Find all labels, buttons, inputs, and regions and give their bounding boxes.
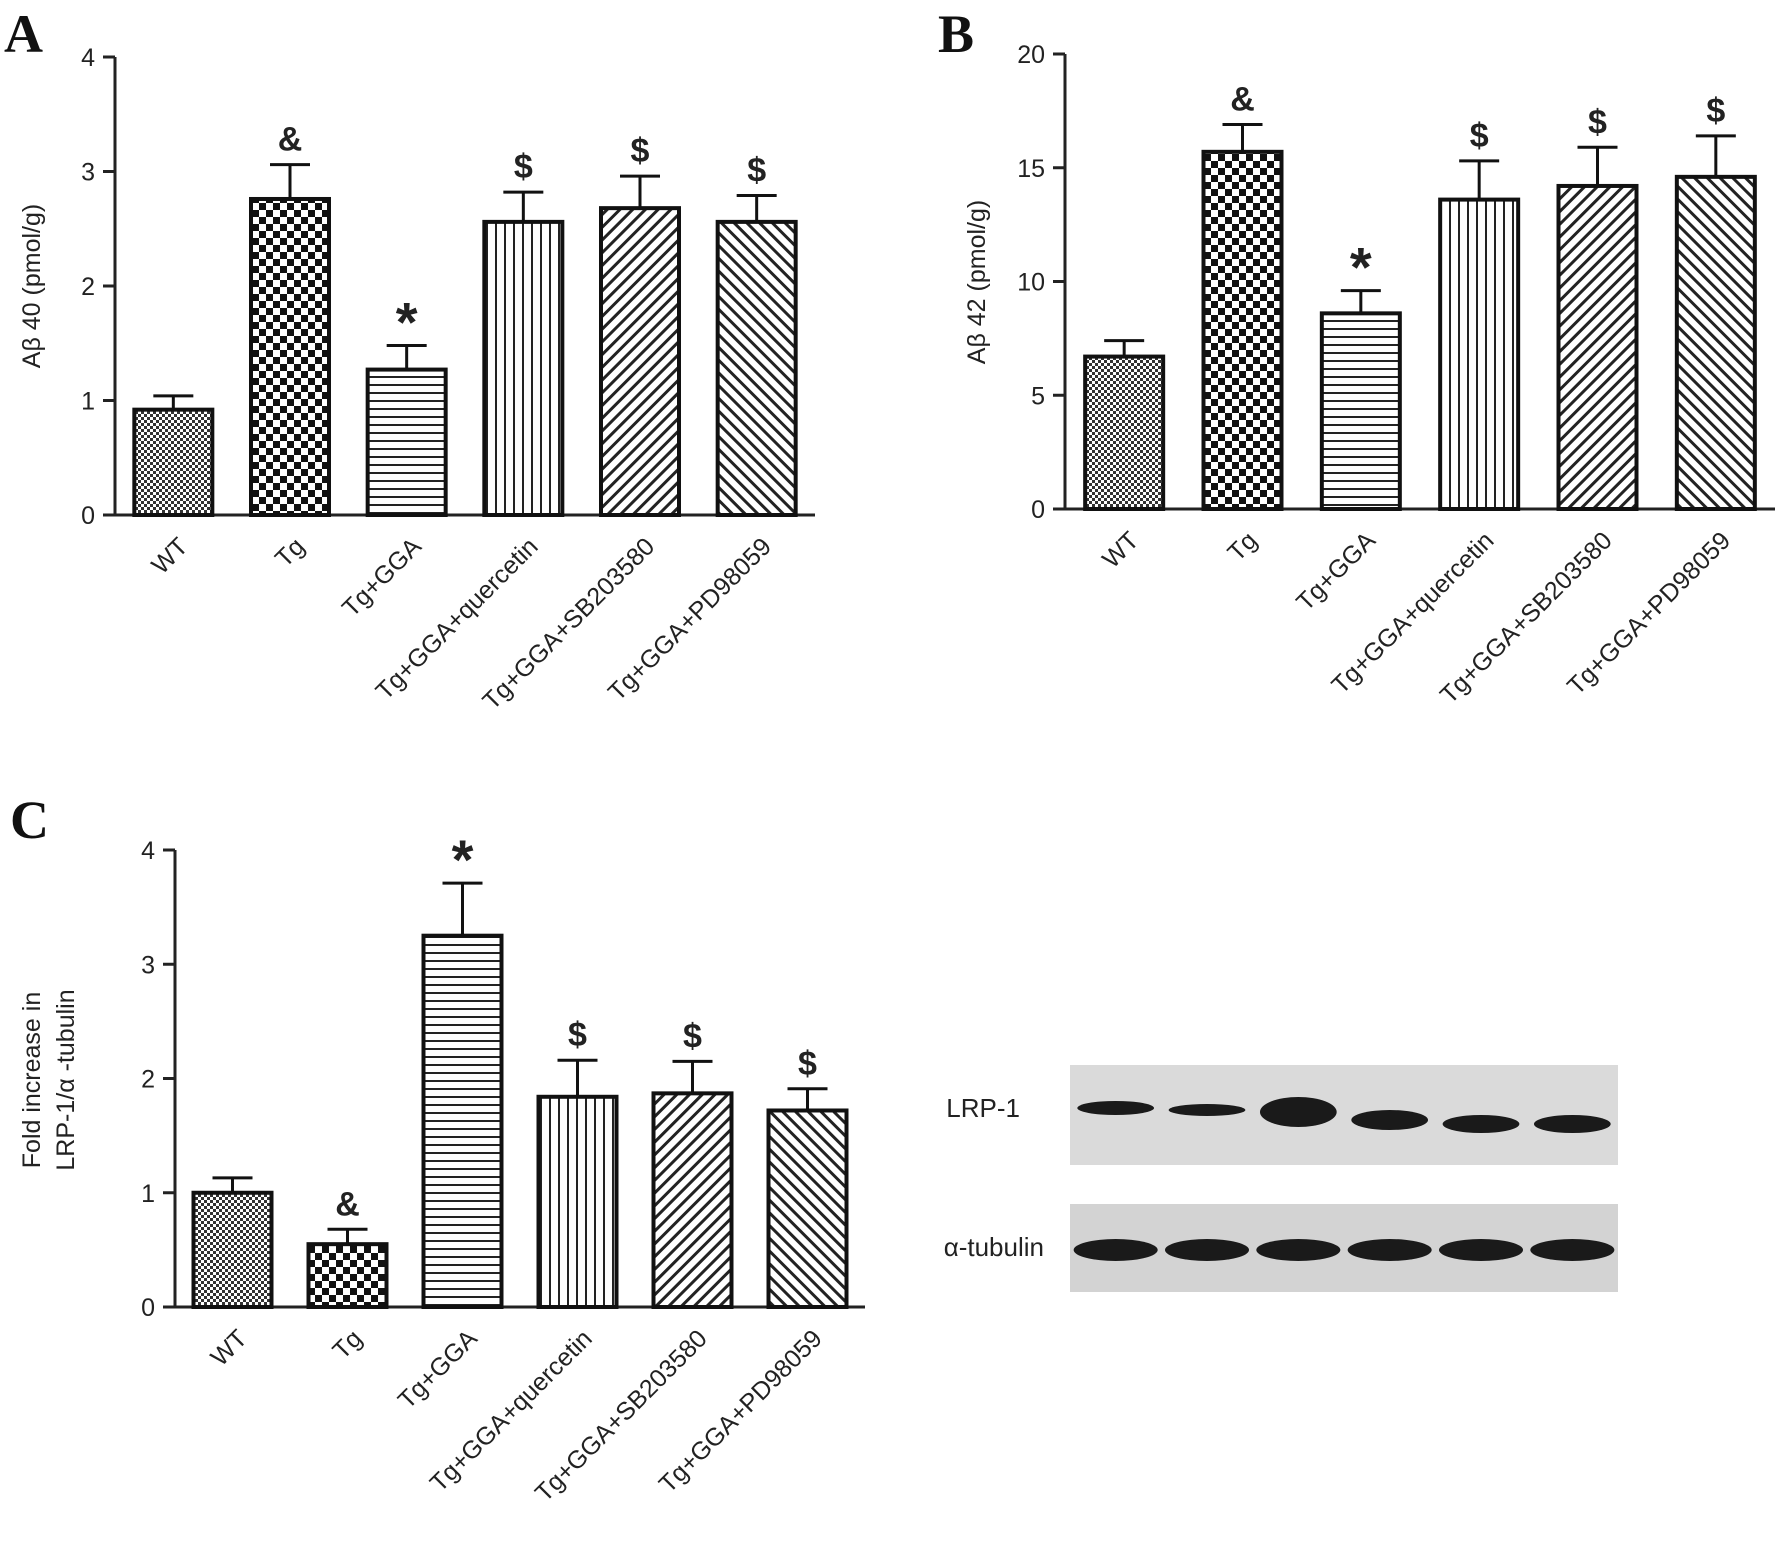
y-tick-label: 5 — [1031, 382, 1045, 410]
x-tick-label: Tg — [327, 1324, 367, 1364]
significance-marker: & — [278, 121, 303, 159]
y-tick-label: 0 — [81, 502, 95, 530]
bar — [651, 1091, 734, 1310]
blot-band-lrp1 — [1168, 1104, 1246, 1116]
western-blot: LRP-1 α-tubulin — [944, 1065, 1618, 1292]
blot-label-lrp1: LRP-1 — [946, 1093, 1020, 1123]
y-tick-label: 4 — [141, 837, 155, 865]
y-tick-label: 2 — [141, 1066, 155, 1094]
panel-letter-c: C — [10, 790, 49, 850]
y-tick-label: 0 — [1031, 496, 1045, 524]
y-tick-label: 20 — [1017, 41, 1045, 69]
panel-letter-b: B — [938, 4, 974, 64]
blot-band-lrp1 — [1533, 1115, 1611, 1133]
bar — [191, 1190, 274, 1309]
bar — [599, 206, 681, 517]
bar — [482, 219, 565, 517]
bar — [1674, 174, 1757, 511]
bar — [1556, 183, 1639, 511]
x-tick-label: Tg+GGA — [393, 1324, 483, 1414]
y-tick-label: 4 — [81, 44, 95, 72]
blot-strip-tubulin — [1070, 1204, 1618, 1292]
significance-marker: $ — [1588, 103, 1607, 141]
blot-strip-lrp1 — [1070, 1065, 1618, 1165]
significance-marker: $ — [568, 1016, 587, 1054]
y-axis-title: Aβ 40 (pmol/g) — [18, 204, 46, 368]
x-tick-label: Tg+GGA — [337, 532, 427, 622]
panel-letter-a: A — [4, 4, 43, 64]
bar — [365, 367, 448, 517]
blot-band-tubulin — [1530, 1239, 1615, 1261]
bar — [536, 1094, 619, 1310]
bar — [132, 407, 215, 517]
y-tick-label: 3 — [81, 159, 95, 187]
bar — [1201, 149, 1284, 511]
significance-marker: $ — [631, 132, 650, 170]
significance-marker: $ — [683, 1017, 702, 1055]
significance-marker: $ — [514, 148, 533, 186]
blot-bands — [1073, 1097, 1615, 1261]
bar — [421, 933, 504, 1309]
significance-marker: $ — [798, 1045, 817, 1083]
significance-marker: * — [452, 828, 474, 891]
y-tick-label: 1 — [141, 1180, 155, 1208]
y-axis-title: Fold increase in — [18, 992, 46, 1168]
significance-marker: $ — [1706, 92, 1725, 130]
y-axis-title: LRP-1/α -tubulin — [52, 989, 80, 1170]
y-tick-label: 0 — [141, 1294, 155, 1322]
significance-marker: & — [335, 1185, 360, 1223]
y-tick-label: 2 — [81, 273, 95, 301]
y-tick-label: 10 — [1017, 269, 1045, 297]
bar — [715, 219, 798, 517]
chart-panel-c: 0 1 2 3 4 Fold increase in LRP-1/α -tubulin WT &… — [18, 828, 865, 1507]
significance-marker: * — [1350, 236, 1372, 299]
x-tick-label: WT — [146, 532, 193, 579]
blot-band-lrp1 — [1442, 1115, 1520, 1133]
blot-band-lrp1 — [1351, 1110, 1429, 1130]
significance-marker: $ — [747, 152, 766, 190]
x-tick-label: Tg — [1222, 526, 1262, 566]
x-tick-label: WT — [1097, 526, 1144, 573]
x-tick-label: WT — [205, 1324, 252, 1371]
bar — [249, 196, 331, 517]
significance-marker: * — [396, 291, 418, 354]
blot-band-tubulin — [1347, 1239, 1432, 1261]
significance-marker: $ — [1470, 117, 1489, 155]
significance-marker: & — [1230, 81, 1255, 119]
bar — [1319, 311, 1402, 511]
bar — [766, 1108, 849, 1309]
blot-label-tubulin: α-tubulin — [944, 1232, 1044, 1262]
bar — [1083, 354, 1166, 512]
y-tick-label: 3 — [141, 951, 155, 979]
x-tick-label: Tg+GGA — [1291, 526, 1381, 616]
x-tick-label: Tg — [270, 532, 310, 572]
blot-band-tubulin — [1256, 1239, 1341, 1261]
y-tick-label: 15 — [1017, 155, 1045, 183]
blot-band-lrp1 — [1259, 1097, 1337, 1127]
blot-band-tubulin — [1438, 1239, 1524, 1261]
bar — [1438, 197, 1521, 511]
y-axis-title: Aβ 42 (pmol/g) — [963, 200, 991, 364]
blot-band-tubulin — [1073, 1239, 1158, 1261]
bar — [306, 1242, 389, 1309]
blot-band-tubulin — [1164, 1239, 1250, 1261]
y-tick-label: 1 — [81, 388, 95, 416]
blot-band-lrp1 — [1077, 1101, 1155, 1115]
